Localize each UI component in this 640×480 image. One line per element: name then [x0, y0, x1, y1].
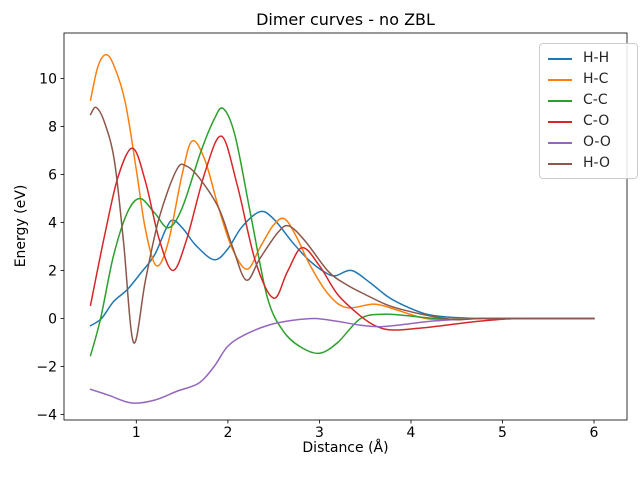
x-tick-label: 4 [407, 425, 416, 441]
y-tick-label: 8 [48, 120, 57, 136]
legend-label: C-C [583, 92, 608, 108]
y-tick-label: 2 [48, 264, 57, 280]
legend-line-swatch [548, 120, 572, 123]
axes-frame [63, 32, 628, 421]
x-tick-label: 5 [498, 425, 507, 441]
legend-item-o-o: O-O [548, 132, 629, 153]
y-tick-label: 10 [39, 72, 57, 88]
y-tick-label: −4 [36, 408, 57, 424]
x-tick-label: 1 [132, 425, 141, 441]
legend-item-h-o: H-O [548, 153, 629, 174]
legend-line-swatch [548, 162, 572, 165]
legend-line-swatch [548, 57, 572, 60]
legend-label: C-O [583, 113, 610, 129]
y-tick-label: 6 [48, 168, 57, 184]
legend-item-h-c: H-C [548, 69, 629, 90]
chart-title: Dimer curves - no ZBL [256, 10, 435, 29]
legend-label: H-O [583, 155, 610, 171]
legend-line-swatch [548, 78, 572, 81]
series-line-h-h [89, 210, 595, 327]
y-tick-label: −2 [36, 360, 57, 376]
y-tick-label: 4 [48, 216, 57, 232]
series-line-h-c [89, 53, 595, 321]
legend-item-c-c: C-C [548, 90, 629, 111]
y-tick-label: 0 [48, 312, 57, 328]
legend-label: H-C [583, 71, 609, 87]
series-line-h-o [89, 106, 595, 344]
x-tick-label: 6 [590, 425, 599, 441]
series-line-c-o [89, 135, 595, 331]
legend: H-H H-C C-C C-O O-O H-O [539, 43, 638, 179]
legend-line-swatch [548, 141, 572, 144]
legend-label: H-H [583, 50, 610, 66]
y-axis-label: Energy (eV) [13, 184, 29, 268]
legend-line-swatch [548, 99, 572, 102]
x-tick-label: 2 [223, 425, 232, 441]
legend-item-c-o: C-O [548, 111, 629, 132]
x-tick-label: 3 [315, 425, 324, 441]
x-axis-label: Distance (Å) [302, 440, 389, 456]
legend-label: O-O [583, 134, 611, 150]
series-line-o-o [89, 317, 595, 404]
legend-item-h-h: H-H [548, 48, 629, 69]
